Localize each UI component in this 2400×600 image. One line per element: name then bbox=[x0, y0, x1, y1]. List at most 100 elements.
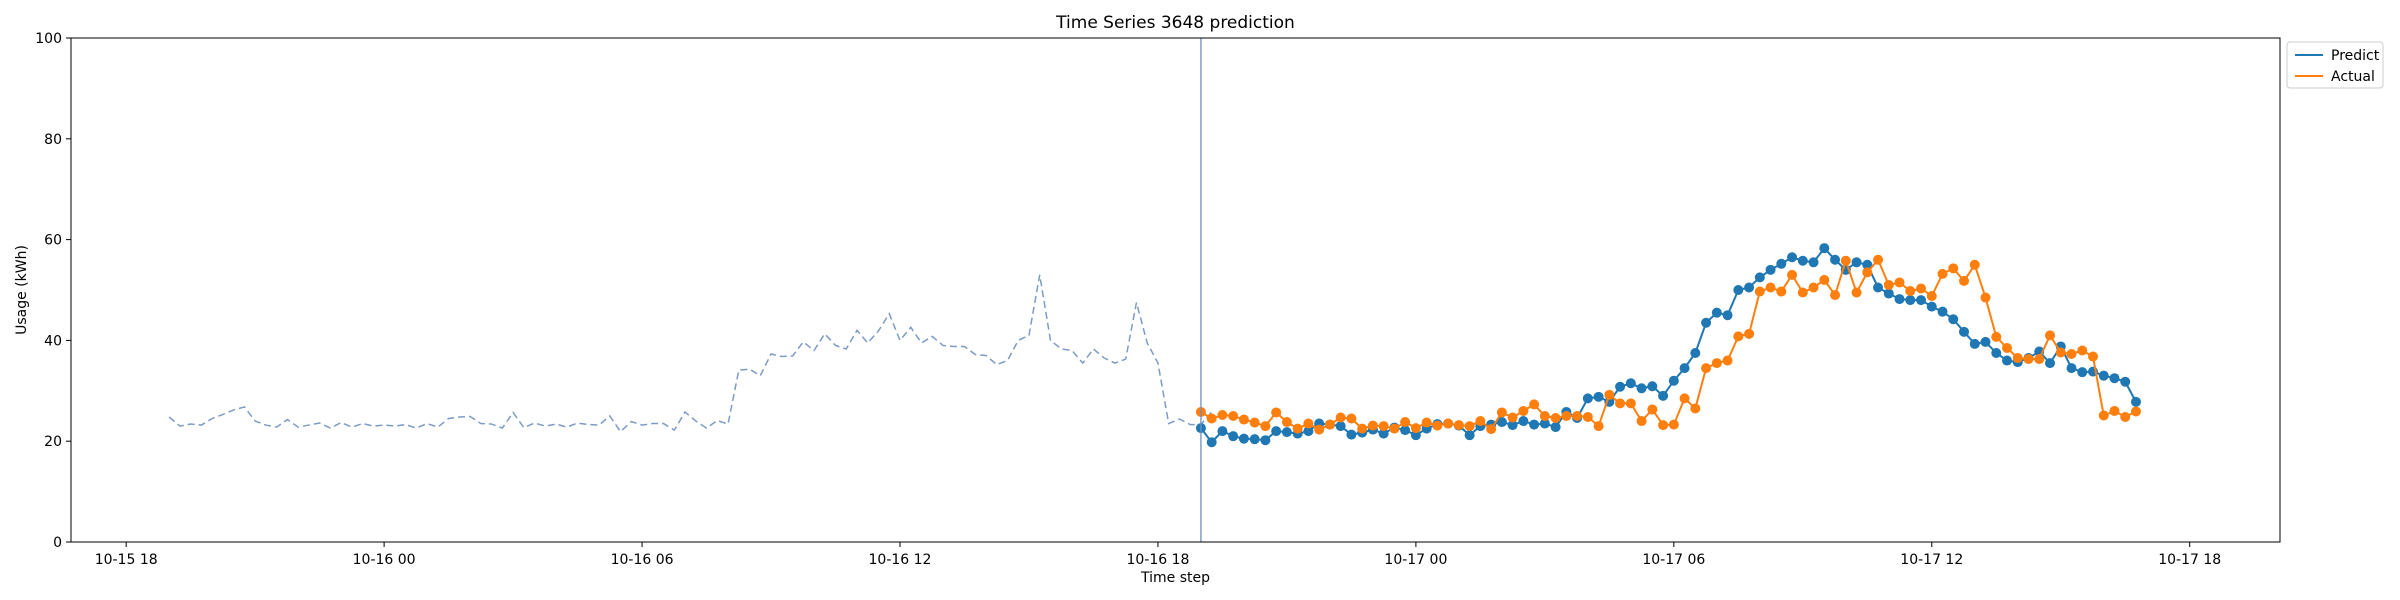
data-point bbox=[1475, 416, 1486, 427]
data-point bbox=[1636, 416, 1647, 427]
data-point bbox=[1389, 423, 1400, 434]
data-point bbox=[1550, 422, 1561, 433]
data-point bbox=[1324, 419, 1335, 430]
data-point bbox=[1808, 282, 1819, 293]
data-point bbox=[1228, 411, 1239, 421]
data-point bbox=[1346, 413, 1357, 424]
data-point bbox=[1948, 314, 1959, 325]
data-point bbox=[1421, 417, 1432, 428]
x-tick-label: 10-17 00 bbox=[1384, 552, 1447, 568]
data-point bbox=[1346, 429, 1357, 440]
x-axis-label: Time step bbox=[1140, 570, 1210, 586]
data-point bbox=[1754, 272, 1765, 283]
data-point bbox=[2034, 354, 2045, 365]
data-point bbox=[1808, 257, 1819, 268]
data-point bbox=[1711, 307, 1722, 318]
data-point bbox=[1486, 424, 1497, 435]
data-point bbox=[1529, 399, 1540, 410]
data-point bbox=[1238, 433, 1249, 444]
data-point bbox=[2130, 406, 2141, 417]
legend: Predict Actual bbox=[2286, 41, 2384, 89]
data-point bbox=[1217, 409, 1228, 420]
plot-area bbox=[168, 38, 2141, 542]
data-point bbox=[2098, 410, 2109, 421]
data-point bbox=[1443, 418, 1454, 429]
data-point bbox=[2023, 354, 2034, 365]
data-point bbox=[1496, 407, 1507, 418]
data-point bbox=[1711, 358, 1722, 369]
data-point bbox=[1281, 427, 1292, 438]
data-point bbox=[1271, 426, 1282, 437]
data-point bbox=[1335, 421, 1346, 432]
data-point bbox=[1937, 268, 1948, 279]
x-tick-label: 10-17 06 bbox=[1642, 552, 1705, 568]
data-point bbox=[1271, 407, 1282, 418]
data-point bbox=[1249, 434, 1260, 445]
data-point bbox=[1217, 426, 1228, 437]
data-point bbox=[1959, 326, 1970, 337]
data-point bbox=[1647, 381, 1658, 392]
data-point bbox=[1238, 414, 1249, 425]
data-point bbox=[2120, 376, 2131, 387]
data-point bbox=[1722, 355, 1733, 366]
series-line bbox=[1200, 246, 2137, 444]
data-point bbox=[1572, 411, 1583, 421]
data-point bbox=[2098, 370, 2109, 381]
data-point bbox=[1851, 257, 1862, 268]
data-point bbox=[1410, 423, 1421, 434]
data-point bbox=[1400, 417, 1411, 428]
series-line bbox=[1200, 257, 2137, 431]
data-point bbox=[1593, 421, 1604, 432]
data-point bbox=[1776, 286, 1787, 297]
data-point bbox=[1658, 420, 1669, 431]
data-point bbox=[1636, 383, 1647, 394]
data-point bbox=[1206, 413, 1217, 424]
data-point bbox=[1765, 264, 1776, 275]
x-tick-label: 10-17 12 bbox=[1900, 552, 1963, 568]
data-point bbox=[1539, 418, 1550, 429]
data-point bbox=[1464, 421, 1475, 432]
data-point bbox=[1303, 426, 1314, 437]
y-axis: 0 20 40 60 80 100 bbox=[35, 31, 71, 551]
data-point bbox=[1862, 259, 1873, 270]
data-point bbox=[1980, 292, 1991, 303]
series-history bbox=[168, 274, 1213, 433]
y-tick-label: 20 bbox=[44, 434, 62, 450]
data-point bbox=[1797, 287, 1808, 298]
data-point bbox=[1615, 398, 1626, 409]
data-point bbox=[1819, 274, 1830, 285]
data-point bbox=[1894, 277, 1905, 288]
y-tick-label: 100 bbox=[35, 31, 62, 47]
data-point bbox=[1701, 363, 1712, 374]
y-tick-label: 80 bbox=[44, 132, 62, 148]
data-point bbox=[1969, 259, 1980, 270]
x-tick-label: 10-17 18 bbox=[2158, 552, 2221, 568]
data-point bbox=[1518, 416, 1529, 427]
data-point bbox=[1679, 363, 1690, 374]
data-point bbox=[2109, 373, 2120, 384]
data-point bbox=[1647, 404, 1658, 415]
data-point bbox=[1625, 398, 1636, 409]
data-point bbox=[1948, 263, 1959, 274]
data-point bbox=[1733, 331, 1744, 342]
x-tick-label: 10-16 06 bbox=[611, 552, 674, 568]
data-point bbox=[1980, 336, 1991, 347]
data-point bbox=[1787, 269, 1798, 280]
data-point bbox=[1690, 348, 1701, 358]
data-point bbox=[2045, 358, 2056, 369]
data-point bbox=[1679, 393, 1690, 404]
x-axis: 10-15 18 10-16 00 10-16 06 10-16 12 10-16 18… bbox=[95, 542, 2221, 568]
data-point bbox=[1744, 328, 1755, 339]
data-point bbox=[1873, 254, 1884, 265]
data-point bbox=[2002, 342, 2013, 353]
data-point bbox=[1529, 419, 1540, 430]
data-point bbox=[1668, 419, 1679, 430]
data-point bbox=[1582, 393, 1593, 404]
data-point bbox=[1260, 435, 1271, 446]
data-point bbox=[1733, 285, 1744, 295]
data-point bbox=[1367, 420, 1378, 431]
data-point bbox=[1314, 424, 1325, 435]
data-point bbox=[2055, 347, 2066, 358]
y-tick-label: 0 bbox=[53, 535, 62, 551]
data-point bbox=[1840, 255, 1851, 266]
